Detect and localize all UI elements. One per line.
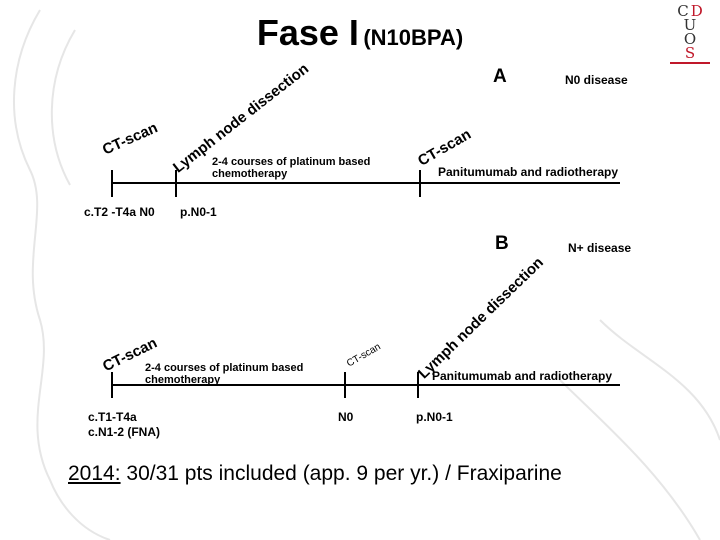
panel-a-letter: A (493, 66, 507, 87)
cduos-logo: C D U O S (668, 4, 712, 66)
slide-title: Fase I (N10BPA) (0, 12, 720, 54)
logo-letter-u: U (683, 16, 697, 34)
panel-b-stage-after: p.N0-1 (416, 410, 453, 424)
panel-b-chemo: 2-4 courses of platinum based chemothera… (145, 362, 304, 386)
panel-b-letter: B (495, 233, 509, 254)
logo-bar (670, 62, 710, 64)
logo-letter-s: S (684, 44, 696, 62)
panel-b-stage-start: c.T1-T4a c.N1-2 (FNA) (88, 410, 160, 440)
footer-text: 30/31 pts included (app. 9 per yr.) / Fr… (120, 462, 562, 485)
panel-a-stage-after: p.N0-1 (180, 205, 217, 219)
panel-a-stage-start: c.T2 -T4a N0 (84, 205, 155, 219)
title-sub: (N10BPA) (363, 25, 464, 50)
footer-note: 2014: 30/31 pts included (app. 9 per yr.… (68, 462, 562, 486)
footer-year: 2014: (68, 462, 121, 485)
panel-b-panitumumab: Panitumumab and radiotherapy (432, 369, 613, 383)
title-main: Fase I (256, 12, 359, 53)
logo-letter-d: D (690, 2, 703, 20)
panel-a-disease: N0 disease (565, 73, 628, 87)
logo-letter-o: O (683, 30, 697, 48)
panel-b-disease: N+ disease (568, 241, 632, 255)
panel-b-stage-start-line1: c.T1-T4a (88, 410, 137, 424)
panel-a-chemo: 2-4 courses of platinum based chemothera… (212, 156, 371, 180)
logo-letter-c: C (677, 2, 689, 20)
panel-b-stage-mid: N0 (338, 410, 354, 424)
panel-b-stage-start-line2: c.N1-2 (FNA) (88, 425, 161, 439)
panel-a-panitumumab: Panitumumab and radiotherapy (438, 165, 619, 179)
